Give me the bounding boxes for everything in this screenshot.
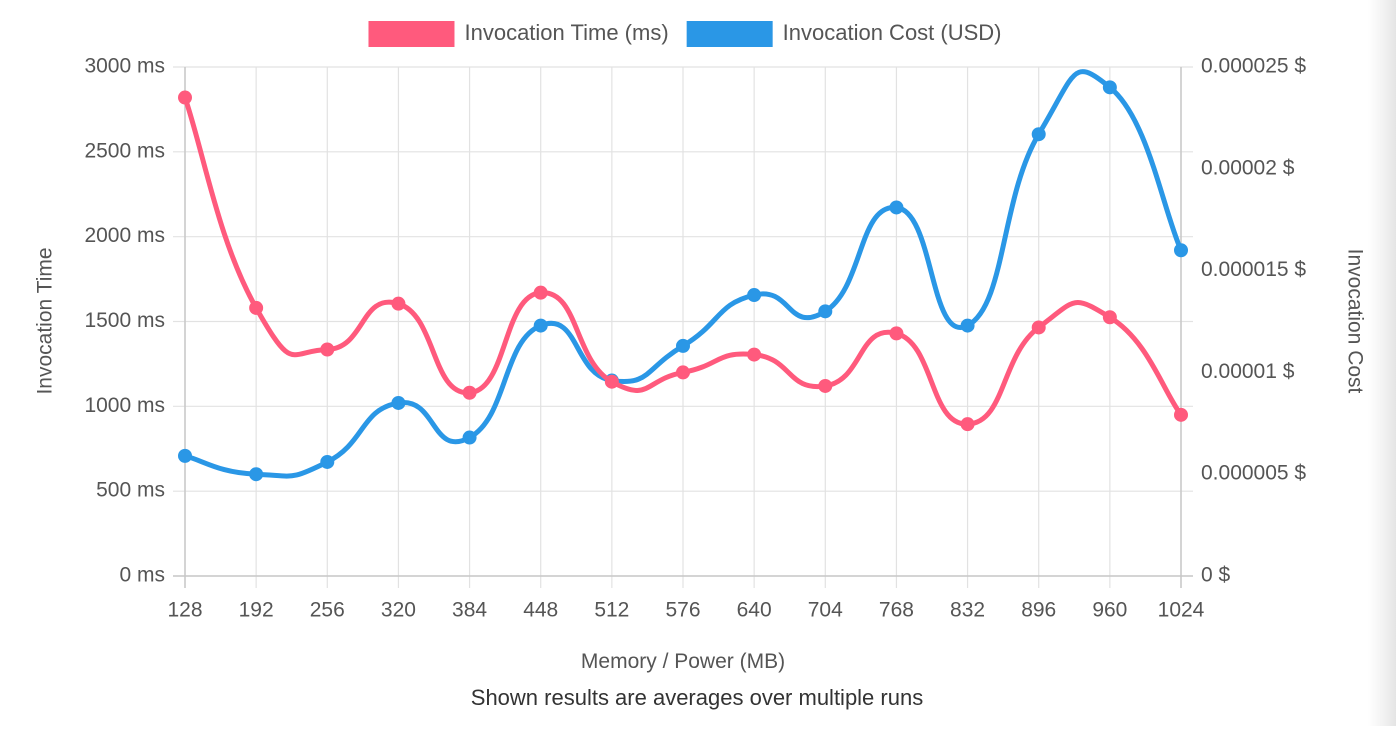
data-point[interactable] xyxy=(391,296,406,311)
x-tick-label: 576 xyxy=(665,599,700,622)
data-point[interactable] xyxy=(462,430,477,445)
y-right-tick-label: 0.00002 $ xyxy=(1201,156,1295,179)
legend-swatch xyxy=(686,21,773,47)
x-tick-label: 704 xyxy=(808,599,843,622)
data-point[interactable] xyxy=(889,200,904,215)
legend-item[interactable]: Invocation Cost (USD) xyxy=(686,20,1002,47)
data-point[interactable] xyxy=(960,318,975,333)
data-point[interactable] xyxy=(320,454,335,469)
y-axis-left-title: Invocation Time xyxy=(34,247,57,394)
data-point[interactable] xyxy=(1102,310,1117,325)
data-point[interactable] xyxy=(462,385,477,400)
data-point[interactable] xyxy=(818,304,833,319)
x-tick-label: 640 xyxy=(737,599,772,622)
data-point[interactable] xyxy=(676,365,690,380)
series-group xyxy=(178,69,1188,482)
y-left-tick-label: 1500 ms xyxy=(84,309,165,332)
x-tick-label: 960 xyxy=(1092,599,1127,622)
chart-footnote: Shown results are averages over multiple… xyxy=(471,685,923,710)
data-point[interactable] xyxy=(533,285,548,300)
data-point[interactable] xyxy=(1031,127,1046,142)
data-point[interactable] xyxy=(604,374,619,389)
y-axis-right: 0 $ 0.000005 $ 0.00001 $ 0.000015 $ 0.00002 … xyxy=(1201,55,1306,587)
x-tick-label: 448 xyxy=(523,599,558,622)
series-left xyxy=(178,90,1188,432)
data-point[interactable] xyxy=(747,347,762,362)
data-point[interactable] xyxy=(249,300,264,315)
y-left-tick-label: 0 ms xyxy=(119,564,165,587)
x-tick-label: 320 xyxy=(381,599,416,622)
y-right-tick-label: 0.000015 $ xyxy=(1201,258,1306,281)
x-tick-label: 384 xyxy=(452,599,487,622)
data-point[interactable] xyxy=(178,90,192,105)
legend[interactable]: Invocation Time (ms) Invocation Cost (USD… xyxy=(368,20,1002,47)
data-point[interactable] xyxy=(818,378,833,393)
x-axis: 128 192 256 320 384 448 512 576 640 704 768 832 896 9… xyxy=(167,599,1204,622)
data-point[interactable] xyxy=(747,288,762,303)
data-point[interactable] xyxy=(249,467,264,482)
y-axis-right-title: Invocation Cost xyxy=(1343,249,1366,394)
y-left-tick-label: 500 ms xyxy=(96,479,165,502)
x-tick-label: 896 xyxy=(1021,599,1056,622)
x-tick-label: 256 xyxy=(310,599,345,622)
data-point[interactable] xyxy=(676,338,690,353)
data-point[interactable] xyxy=(320,342,335,357)
data-point[interactable] xyxy=(1102,80,1117,95)
data-point[interactable] xyxy=(178,448,192,463)
data-point[interactable] xyxy=(960,417,975,432)
y-left-tick-label: 2000 ms xyxy=(84,224,165,247)
data-point[interactable] xyxy=(1174,243,1188,258)
x-tick-label: 128 xyxy=(167,599,202,622)
x-tick-label: 512 xyxy=(594,599,629,622)
data-point[interactable] xyxy=(1031,320,1046,335)
legend-label: Invocation Cost (USD) xyxy=(783,20,1002,45)
data-point[interactable] xyxy=(391,395,406,410)
legend-item[interactable]: Invocation Time (ms) xyxy=(368,20,669,47)
y-left-tick-label: 1000 ms xyxy=(84,394,165,417)
y-right-tick-label: 0.00001 $ xyxy=(1201,360,1295,383)
y-right-tick-label: 0.000025 $ xyxy=(1201,55,1306,78)
data-point[interactable] xyxy=(889,326,904,341)
window-edge xyxy=(1368,0,1396,726)
y-right-tick-label: 0 $ xyxy=(1201,564,1231,587)
y-left-tick-label: 3000 ms xyxy=(84,55,165,78)
series-line xyxy=(182,95,1184,427)
series-line xyxy=(182,69,1184,479)
x-tick-label: 192 xyxy=(239,599,274,622)
legend-label: Invocation Time (ms) xyxy=(464,20,668,45)
data-point[interactable] xyxy=(1174,407,1188,422)
legend-swatch xyxy=(368,21,455,47)
x-tick-label: 1024 xyxy=(1158,599,1205,622)
y-left-tick-label: 2500 ms xyxy=(84,139,165,162)
x-tick-label: 768 xyxy=(879,599,914,622)
y-axis-left: 0 ms 500 ms 1000 ms 1500 ms 2000 ms 2500 ms 30… xyxy=(84,55,165,587)
y-right-tick-label: 0.000005 $ xyxy=(1201,462,1306,485)
x-axis-title: Memory / Power (MB) xyxy=(581,650,785,673)
x-tick-label: 832 xyxy=(950,599,985,622)
data-point[interactable] xyxy=(533,318,548,333)
